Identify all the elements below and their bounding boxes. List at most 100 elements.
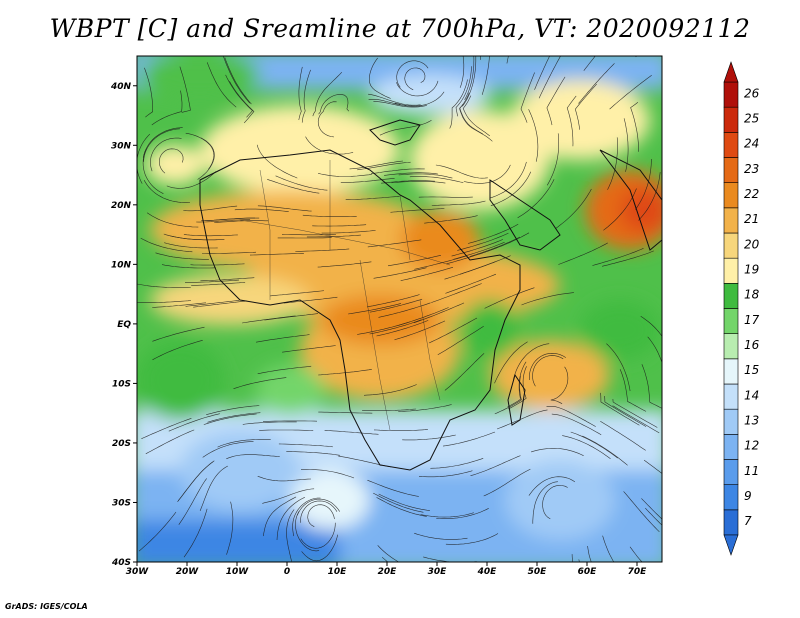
streamline [137,283,191,288]
temperature-field [137,56,662,562]
streamline [158,148,184,174]
streamline [362,408,417,411]
streamline [600,421,646,451]
streamline [583,56,596,71]
colorbar-label: 16 [744,338,760,352]
streamline [550,366,569,404]
streamline [623,491,660,533]
streamline [306,234,361,238]
streamline [630,102,639,152]
lat-tick-label: 20N [111,201,132,211]
streamline [278,443,333,448]
streamline [494,376,522,415]
streamline [462,56,477,107]
streamline [612,398,658,428]
streamline [177,461,214,502]
streamline [496,409,548,430]
streamline [161,264,216,269]
streamline [604,395,647,427]
colorbar-label: 13 [744,413,759,427]
lon-tick-label: 10E [328,567,348,577]
colorbar-swatch [723,81,739,108]
colorbar-label: 17 [744,313,760,327]
streamline [152,340,203,361]
streamline [570,431,618,459]
colorbar-label: 25 [744,111,759,125]
streamline [163,233,218,241]
streamline [489,161,527,199]
streamline [144,67,153,118]
streamline [183,508,208,558]
streamline [409,176,464,183]
streamline [168,413,220,432]
streamline [178,478,207,525]
colorbar-label: 7 [744,514,752,528]
streamline [376,497,427,517]
lon-tick-label: 30E [428,567,448,577]
colorbar-label: 23 [744,162,759,176]
chart-title: WBPT [C] and Sreamline at 700hPa, VT: 20… [49,14,751,43]
streamline [587,545,592,562]
streamline [166,171,217,189]
colorbar-swatch [723,459,739,485]
streamline [297,498,340,516]
streamline [140,237,193,253]
streamline [428,317,478,344]
streamline [643,459,662,474]
colorbar-label: 26 [744,86,760,100]
streamline [225,74,253,118]
streamline [459,56,465,88]
streamline [424,215,478,224]
streamline [603,188,637,231]
streamline [349,160,404,170]
streamline [259,429,314,431]
streamline [223,56,251,104]
streamline [463,164,511,184]
streamline [255,334,310,343]
streamline [152,326,205,342]
colorbar-label: 12 [744,439,759,453]
streamline [200,277,255,282]
streamline [469,236,521,257]
colorbar-label: 22 [744,187,759,201]
colorbar-label: 18 [744,288,760,302]
streamline [551,413,602,436]
streamline [641,364,662,409]
streamline [151,90,183,126]
streamline [138,511,177,552]
streamline [242,421,297,425]
streamline [256,144,298,179]
streamline [267,179,320,194]
streamline [506,56,509,64]
streamline [378,493,430,511]
lon-tick-label: 50E [528,567,548,577]
streamline [607,137,618,190]
streamline [301,69,311,123]
streamline [390,208,445,213]
colorbar-swatch [723,333,739,360]
streamline [203,413,257,425]
streamline [295,510,320,552]
streamline [312,224,367,227]
streamline [317,261,372,268]
lat-tick-label: EQ [117,320,131,330]
streamline [640,316,662,337]
streamline [226,501,234,555]
streamline [394,320,446,341]
streamline [381,180,435,184]
streamline [206,62,237,108]
streamline [578,63,615,104]
streamline [270,290,324,297]
streamline [396,80,439,97]
streamline [635,56,638,58]
streamline [257,205,312,212]
streamline [150,137,182,172]
streamline [373,101,427,108]
streamline [451,239,504,257]
streamline [199,465,228,512]
streamline [606,343,631,392]
streamline [369,298,423,313]
colorbar-swatch [723,509,739,536]
streamline [196,219,251,223]
streamline [141,418,192,439]
